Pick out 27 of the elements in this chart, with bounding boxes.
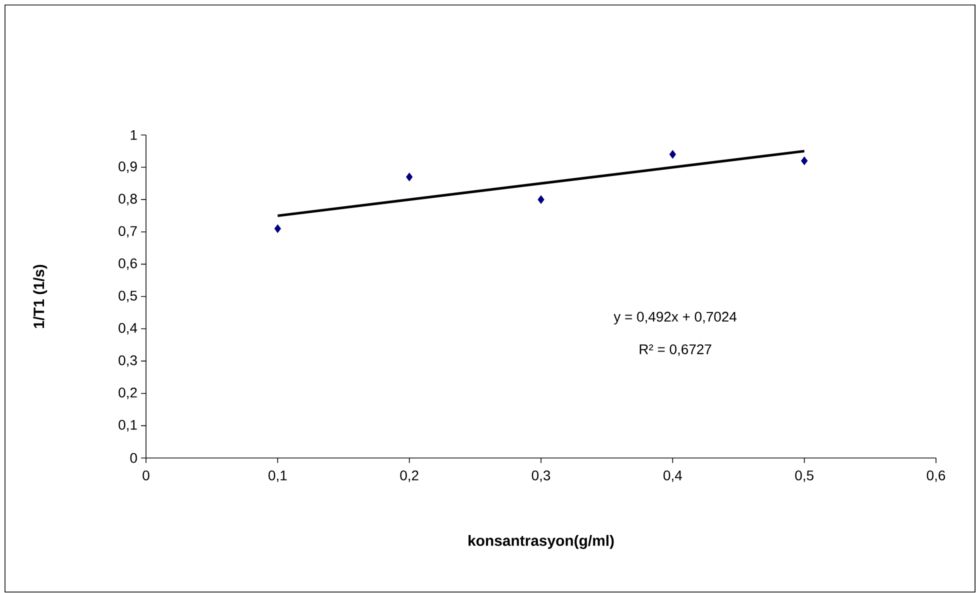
- point: [274, 224, 282, 234]
- y-tick-label: 0: [130, 453, 137, 463]
- x-tick-label: 0,6: [926, 470, 946, 482]
- y-tick-label: 0,3: [118, 355, 137, 367]
- y-tick-label: 0,1: [118, 420, 137, 432]
- y-tick-label: 1: [130, 130, 137, 140]
- point: [669, 150, 676, 159]
- y-tick-label: 0,4: [118, 323, 138, 335]
- y-tick-label: 0,2: [118, 388, 137, 400]
- x-tick-label: 0,5: [795, 470, 814, 482]
- point: [800, 156, 808, 166]
- x-tick-label: 0,4: [664, 470, 682, 482]
- y-tick-label: 0,5: [118, 290, 137, 302]
- x-tick-label: 0,1: [268, 470, 287, 482]
- annotation: R² = 0,6727: [640, 344, 712, 356]
- point: [538, 195, 544, 204]
- x-tick-label: 0: [142, 470, 150, 480]
- y-axis-title: 1/T1 (1/s): [33, 264, 48, 328]
- annotation: y = 0,492x + 0,7024: [614, 312, 737, 324]
- y-tick-label: 0,9: [118, 162, 137, 174]
- y-tick-label: 0,7: [118, 226, 137, 238]
- point: [406, 172, 413, 182]
- x-tick-label: 0,2: [400, 470, 418, 482]
- y-tick-label: 0,6: [118, 258, 137, 270]
- x-axis-title: konsantrasyon(g/ml): [468, 534, 614, 549]
- x-tick-label: 0,3: [532, 470, 550, 482]
- y-tick-label: 0,8: [118, 194, 137, 206]
